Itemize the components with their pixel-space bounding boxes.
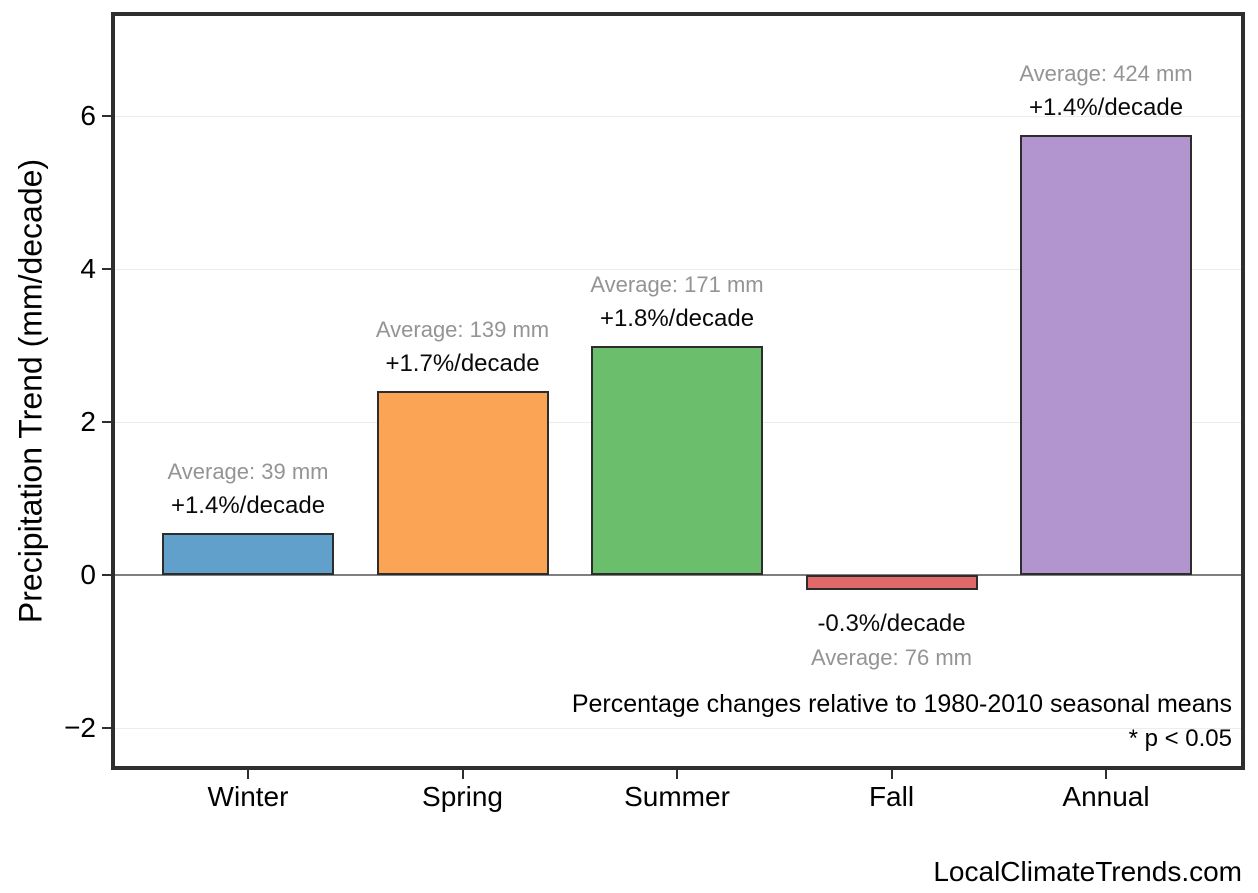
footnote-significance: * p < 0.05 xyxy=(1128,725,1232,752)
gridline xyxy=(115,727,1241,729)
annotation-fall: -0.3%/decade Average: 76 mm xyxy=(722,606,1062,674)
annotation-spring-average: Average: 139 mm xyxy=(375,317,550,343)
annotation-winter-average: Average: 39 mm xyxy=(167,458,329,484)
annotation-spring: Average: 139 mm +1.7%/decade xyxy=(293,313,633,381)
y-tick-label-neg2: −2 xyxy=(64,712,96,743)
footnote: Percentage changes relative to 1980-2010… xyxy=(572,687,1232,756)
x-tick-mark xyxy=(461,770,464,779)
footnote-relative-means: Percentage changes relative to 1980-2010… xyxy=(571,690,1232,718)
x-tick-label-summer: Summer xyxy=(624,781,730,812)
annotation-winter: Average: 39 mm +1.4%/decade xyxy=(78,455,418,523)
x-tick-label-fall: Fall xyxy=(868,781,915,812)
bar-fall xyxy=(805,575,978,591)
y-tick-mark xyxy=(102,574,111,576)
y-tick-label-6: 6 xyxy=(80,100,96,131)
bar-summer xyxy=(591,345,763,575)
y-tick-label-2: 2 xyxy=(80,406,96,437)
annotation-winter-trend: +1.4%/decade xyxy=(170,491,326,519)
y-tick-mark xyxy=(102,421,111,423)
watermark-text: LocalClimateTrends.com xyxy=(933,856,1242,887)
annotation-summer: Average: 171 mm +1.8%/decade xyxy=(507,268,847,336)
annotation-spring-trend: +1.7%/decade xyxy=(385,350,540,378)
y-tick-label-4: 4 xyxy=(80,253,96,284)
annotation-summer-trend: +1.8%/decade xyxy=(599,304,755,332)
bar-annual xyxy=(1020,135,1192,575)
x-tick-label-winter: Winter xyxy=(207,781,289,812)
y-tick-label-0: 0 xyxy=(80,559,96,590)
y-tick-mark xyxy=(102,115,111,117)
annotation-annual: Average: 424 mm +1.4%/decade xyxy=(936,57,1258,125)
gridline xyxy=(115,115,1241,117)
bar-winter xyxy=(162,532,334,575)
x-tick-mark xyxy=(247,770,249,779)
annotation-fall-average: Average: 76 mm xyxy=(810,645,972,671)
x-tick-mark xyxy=(1105,770,1107,779)
annotation-annual-average: Average: 424 mm xyxy=(1019,61,1193,87)
gridline xyxy=(115,268,1241,270)
y-tick-mark xyxy=(102,727,111,729)
x-tick-mark xyxy=(890,770,893,779)
x-tick-label-annual: Annual xyxy=(1062,781,1150,812)
zero-line xyxy=(115,574,1241,576)
bar-spring xyxy=(376,391,549,575)
annotation-fall-trend: -0.3%/decade xyxy=(817,610,966,638)
annotation-summer-average: Average: 171 mm xyxy=(590,271,764,297)
x-tick-label-spring: Spring xyxy=(422,781,503,812)
annotation-annual-trend: +1.4%/decade xyxy=(1028,94,1184,122)
y-tick-mark xyxy=(102,268,111,270)
x-tick-mark xyxy=(676,770,678,779)
